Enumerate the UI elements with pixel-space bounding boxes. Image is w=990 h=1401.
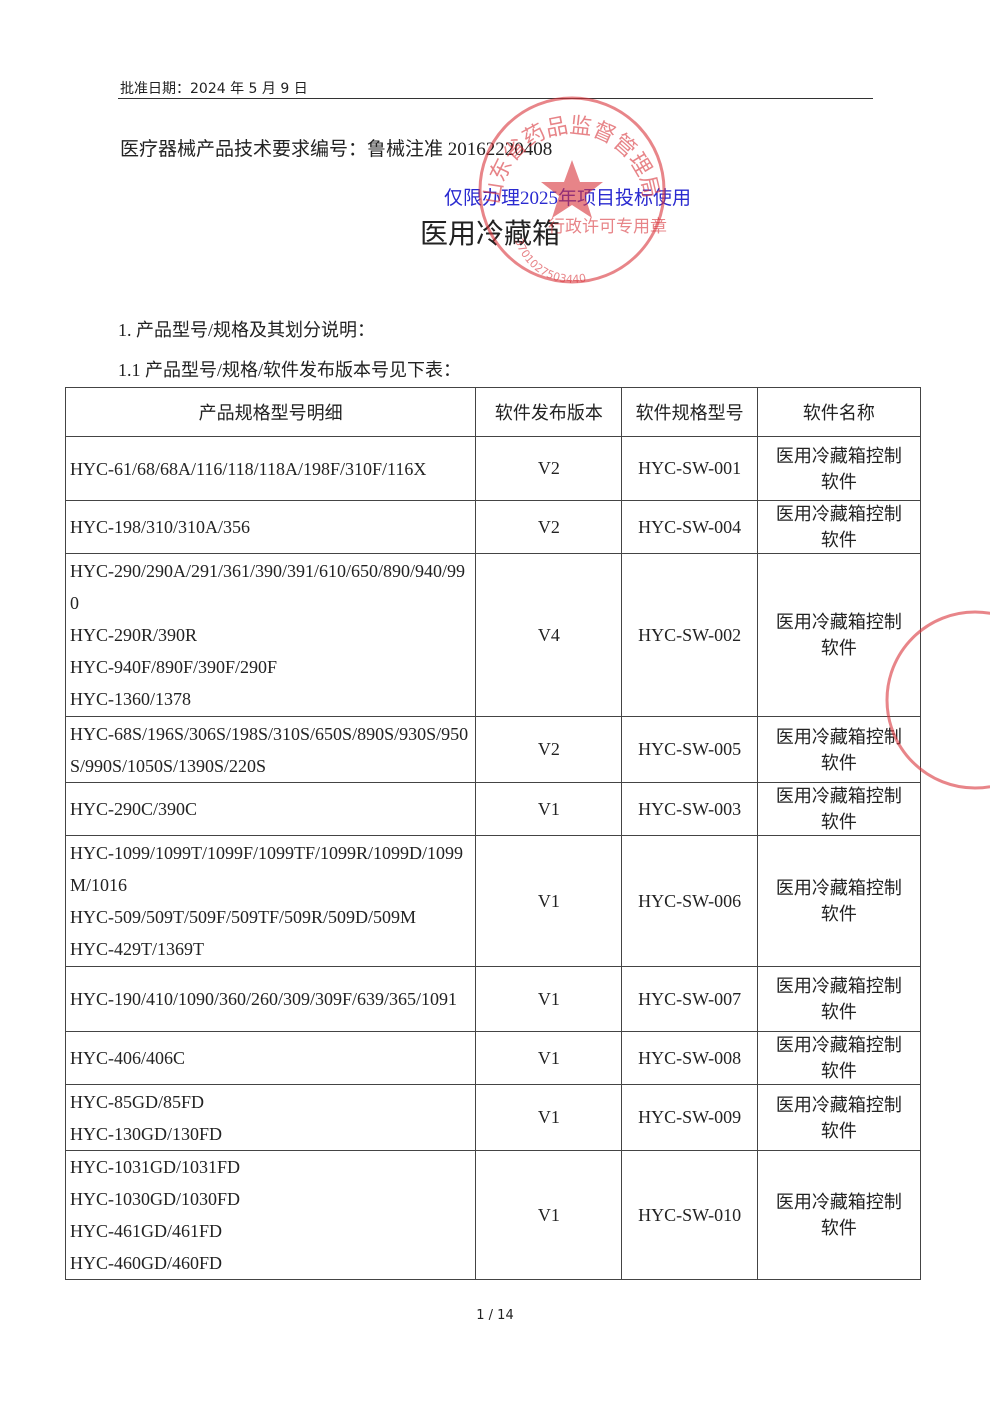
model-line: HYC-190/410/1090/360/260/309/309F/639/36… (70, 989, 458, 1009)
column-header: 软件名称 (756, 387, 922, 437)
table-row: HYC-290/290A/291/361/390/391/610/650/890… (64, 553, 922, 717)
model-line: HYC-290R/390R (70, 625, 198, 645)
software-name-cell: 医用冷藏箱控制软件 (756, 500, 922, 554)
model-line: HYC-198/310/310A/356 (70, 517, 250, 537)
model-line: HYC-68S/196S/306S/198S/310S/650S/890S/93… (70, 723, 469, 776)
table-row: HYC-1099/1099T/1099F/1099TF/1099R/1099D/… (64, 835, 922, 967)
model-cell: HYC-290/290A/291/361/390/391/610/650/890… (64, 553, 477, 717)
model-cell: HYC-290C/390C (64, 782, 477, 836)
model-cell: HYC-190/410/1090/360/260/309/309F/639/36… (64, 966, 477, 1032)
title: 医用冷藏箱 (420, 219, 561, 250)
model-cell: HYC-68S/196S/306S/198S/310S/650S/890S/93… (64, 716, 477, 783)
model-line: HYC-61/68/68A/116/118/118A/198F/310F/116… (70, 458, 427, 479)
table-row: HYC-61/68/68A/116/118/118A/198F/310F/116… (64, 436, 922, 501)
model-line: HYC-1031GD/1031FD (70, 1157, 241, 1177)
software-name-cell: 医用冷藏箱控制软件 (756, 436, 922, 501)
header-rule (118, 98, 873, 99)
model-cell: HYC-406/406C (64, 1031, 477, 1085)
version-cell: V2 (475, 436, 623, 501)
model-line: HYC-130GD/130FD (70, 1123, 223, 1144)
model-line: HYC-1030GD/1030FD (70, 1189, 241, 1209)
software-name-cell: 医用冷藏箱控制软件 (756, 1031, 922, 1085)
version-cell: V1 (475, 966, 623, 1032)
software-name-cell: 医用冷藏箱控制软件 (756, 716, 922, 783)
table-row: HYC-406/406C V1 HYC-SW-008 医用冷藏箱控制软件 (64, 1031, 922, 1085)
model-line: HYC-290/290A/291/361/390/391/610/650/890… (70, 561, 466, 613)
software-model-cell: HYC-SW-010 (621, 1150, 758, 1280)
table-row: HYC-68S/196S/306S/198S/310S/650S/890S/93… (64, 716, 922, 783)
version-cell: V1 (475, 1031, 623, 1085)
column-header: 软件规格型号 (621, 387, 758, 437)
table-row: HYC-290C/390C V1 HYC-SW-003 医用冷藏箱控制软件 (64, 782, 922, 836)
model-line: HYC-940F/890F/390F/290F (70, 657, 278, 677)
spec-table: 产品规格型号明细 软件发布版本 软件规格型号 软件名称 HYC-61/68/68A/1… (64, 387, 922, 1280)
model-cell: HYC-1031GD/1031FD HYC-1030GD/1030FD HYC-46… (64, 1150, 477, 1280)
model-line: HYC-406/406C (70, 1048, 186, 1068)
model-line: HYC-460GD/460FD (70, 1253, 223, 1273)
column-header: 软件发布版本 (475, 387, 623, 437)
table-row: HYC-1031GD/1031FD HYC-1030GD/1030FD HYC-46… (64, 1150, 922, 1280)
column-header: 产品规格型号明细 (64, 387, 477, 437)
software-name-cell: 医用冷藏箱控制软件 (756, 782, 922, 836)
model-line: HYC-509/509T/509F/509TF/509R/509D/509M (70, 907, 417, 927)
table-row: HYC-85GD/85FD HYC-130GD/130FD V1 HYC-SW-009… (64, 1084, 922, 1151)
version-cell: V1 (475, 782, 623, 836)
software-model-cell: HYC-SW-005 (621, 716, 758, 783)
table-row: HYC-198/310/310A/356 V2 HYC-SW-004 医用冷藏箱控制软… (64, 500, 922, 554)
doc-number: 医疗器械产品技术要求编号：鲁械注准 20162220408 (120, 139, 553, 160)
model-cell: HYC-61/68/68A/116/118/118A/198F/310F/116… (64, 436, 477, 501)
software-model-cell: HYC-SW-006 (621, 835, 758, 967)
version-cell: V1 (475, 835, 623, 967)
model-line: HYC-85GD/85FD (70, 1091, 205, 1112)
software-name-cell: 医用冷藏箱控制软件 (756, 1084, 922, 1151)
software-name-cell: 医用冷藏箱控制软件 (756, 966, 922, 1032)
software-model-cell: HYC-SW-002 (621, 553, 758, 717)
approval-date: 批准日期：2024 年 5 月 9 日 (120, 81, 308, 97)
subsection-heading: 1.1 产品型号/规格/软件发布版本号见下表： (118, 360, 462, 380)
model-line: HYC-1360/1378 (70, 689, 191, 709)
header-row: 产品规格型号明细 软件发布版本 软件规格型号 软件名称 (64, 387, 922, 437)
model-line: HYC-290C/390C (70, 799, 198, 819)
table-row: HYC-190/410/1090/360/260/309/309F/639/36… (64, 966, 922, 1032)
software-model-cell: HYC-SW-003 (621, 782, 758, 836)
watermark: 仅限办理2025年项目投标使用 (444, 188, 692, 209)
model-line: HYC-461GD/461FD (70, 1221, 223, 1241)
software-name-cell: 医用冷藏箱控制软件 (756, 835, 922, 967)
section-heading: 1. 产品型号/规格及其划分说明： (118, 320, 375, 340)
model-line: HYC-1099/1099T/1099F/1099TF/1099R/1099D/… (70, 843, 464, 895)
version-cell: V1 (475, 1150, 623, 1280)
software-name-cell: 医用冷藏箱控制软件 (756, 553, 922, 717)
model-cell: HYC-85GD/85FD HYC-130GD/130FD (64, 1084, 477, 1151)
version-cell: V1 (475, 1084, 623, 1151)
version-cell: V2 (475, 500, 623, 554)
software-model-cell: HYC-SW-004 (621, 500, 758, 554)
version-cell: V2 (475, 716, 623, 783)
software-model-cell: HYC-SW-001 (621, 436, 758, 501)
version-cell: V4 (475, 553, 623, 717)
page-number: 1 / 14 (476, 1308, 514, 1323)
software-model-cell: HYC-SW-008 (621, 1031, 758, 1085)
software-name-cell: 医用冷藏箱控制软件 (756, 1150, 922, 1280)
model-cell: HYC-1099/1099T/1099F/1099TF/1099R/1099D/… (64, 835, 477, 967)
seal-purpose: 行政许可专用章 (548, 217, 667, 237)
software-model-cell: HYC-SW-009 (621, 1084, 758, 1151)
model-line: HYC-429T/1369T (70, 939, 204, 959)
software-model-cell: HYC-SW-007 (621, 966, 758, 1032)
model-cell: HYC-198/310/310A/356 (64, 500, 477, 554)
